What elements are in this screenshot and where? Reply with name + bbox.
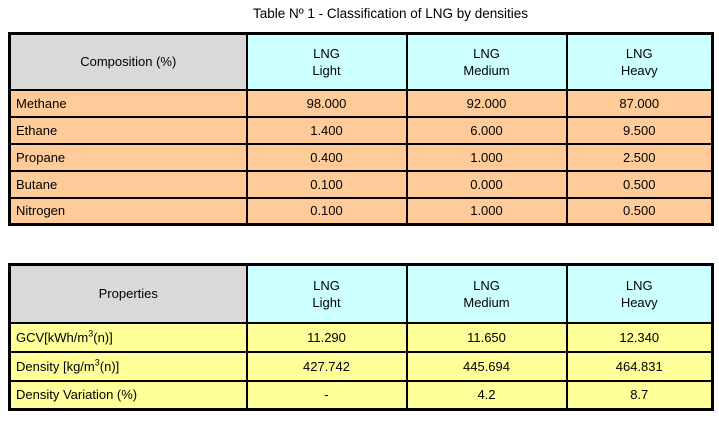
cell-ethane-light: 1.400 xyxy=(245,115,408,145)
row-label-nitrogen: Nitrogen xyxy=(8,196,248,226)
cell-methane-medium: 92.000 xyxy=(405,88,568,118)
row-label-density-variation-text: Density Variation (%) xyxy=(16,387,138,403)
row-label-gcv-text: GCV[kWh/m xyxy=(16,329,89,345)
cell-nitrogen-heavy: 0.500 xyxy=(565,196,714,226)
properties-column-header-lng-medium: LNG Medium xyxy=(405,263,568,324)
cell-nitrogen-medium: 1.000 xyxy=(405,196,568,226)
cell-ethane-heavy: 9.500 xyxy=(565,115,714,145)
composition-column-header-lng-medium: LNG Medium xyxy=(405,32,568,91)
cell-butane-heavy: 0.500 xyxy=(565,169,714,199)
cell-propane-heavy: 2.500 xyxy=(565,142,714,172)
cell-butane-medium: 0.000 xyxy=(405,169,568,199)
properties-column-header-lng-light: LNG Light xyxy=(245,263,408,324)
properties-header-row: Properties LNG Light LNG Medium LNG Heav… xyxy=(8,263,714,324)
composition-column-header-lng-light: LNG Light xyxy=(245,32,408,91)
cell-density-heavy: 464.831 xyxy=(565,350,714,382)
cell-propane-light: 0.400 xyxy=(245,142,408,172)
row-label-gcv: GCV[kWh/m3(n)] xyxy=(8,321,248,353)
row-label-density-text: Density [kg/m xyxy=(16,358,95,374)
properties-column-header-lng-heavy: LNG Heavy xyxy=(565,263,714,324)
cell-propane-medium: 1.000 xyxy=(405,142,568,172)
row-label-ethane: Ethane xyxy=(8,115,248,145)
cell-density-medium: 445.694 xyxy=(405,350,568,382)
cell-nitrogen-light: 0.100 xyxy=(245,196,408,226)
composition-table: Composition (%) LNG Light LNG Medium LNG… xyxy=(8,32,714,226)
composition-corner-header: Composition (%) xyxy=(8,32,248,91)
cell-gcv-light: 11.290 xyxy=(245,321,408,353)
table-row-density: Density [kg/m3(n)] 427.742 445.694 464.8… xyxy=(8,350,714,382)
cell-density-variation-heavy: 8.7 xyxy=(565,379,714,411)
table-row-propane: Propane 0.400 1.000 2.500 xyxy=(8,142,714,172)
row-label-butane: Butane xyxy=(8,169,248,199)
cell-methane-light: 98.000 xyxy=(245,88,408,118)
cell-methane-heavy: 87.000 xyxy=(565,88,714,118)
table-row-density-variation: Density Variation (%) - 4.2 8.7 xyxy=(8,379,714,411)
cell-density-light: 427.742 xyxy=(245,350,408,382)
table-row-gcv: GCV[kWh/m3(n)] 11.290 11.650 12.340 xyxy=(8,321,714,353)
cell-density-variation-light: - xyxy=(245,379,408,411)
row-label-density-variation: Density Variation (%) xyxy=(8,379,248,411)
properties-corner-header: Properties xyxy=(8,263,248,324)
composition-column-header-lng-heavy: LNG Heavy xyxy=(565,32,714,91)
table-row-ethane: Ethane 1.400 6.000 9.500 xyxy=(8,115,714,145)
row-label-density: Density [kg/m3(n)] xyxy=(8,350,248,382)
cell-gcv-medium: 11.650 xyxy=(405,321,568,353)
composition-header-row: Composition (%) LNG Light LNG Medium LNG… xyxy=(8,32,714,91)
row-label-propane: Propane xyxy=(8,142,248,172)
table-row-butane: Butane 0.100 0.000 0.500 xyxy=(8,169,714,199)
cell-butane-light: 0.100 xyxy=(245,169,408,199)
table-row-nitrogen: Nitrogen 0.100 1.000 0.500 xyxy=(8,196,714,226)
properties-table: Properties LNG Light LNG Medium LNG Heav… xyxy=(8,263,714,411)
cell-ethane-medium: 6.000 xyxy=(405,115,568,145)
page-title: Table Nº 1 - Classification of LNG by de… xyxy=(252,6,529,21)
cell-density-variation-medium: 4.2 xyxy=(405,379,568,411)
row-label-gcv-suffix: (n)] xyxy=(93,329,113,345)
row-label-gcv-superscript: 3 xyxy=(88,328,94,339)
row-label-density-superscript: 3 xyxy=(94,357,100,368)
row-label-density-suffix: (n)] xyxy=(99,358,120,374)
table-row-methane: Methane 98.000 92.000 87.000 xyxy=(8,88,714,118)
cell-gcv-heavy: 12.340 xyxy=(565,321,714,353)
row-label-methane: Methane xyxy=(8,88,248,118)
